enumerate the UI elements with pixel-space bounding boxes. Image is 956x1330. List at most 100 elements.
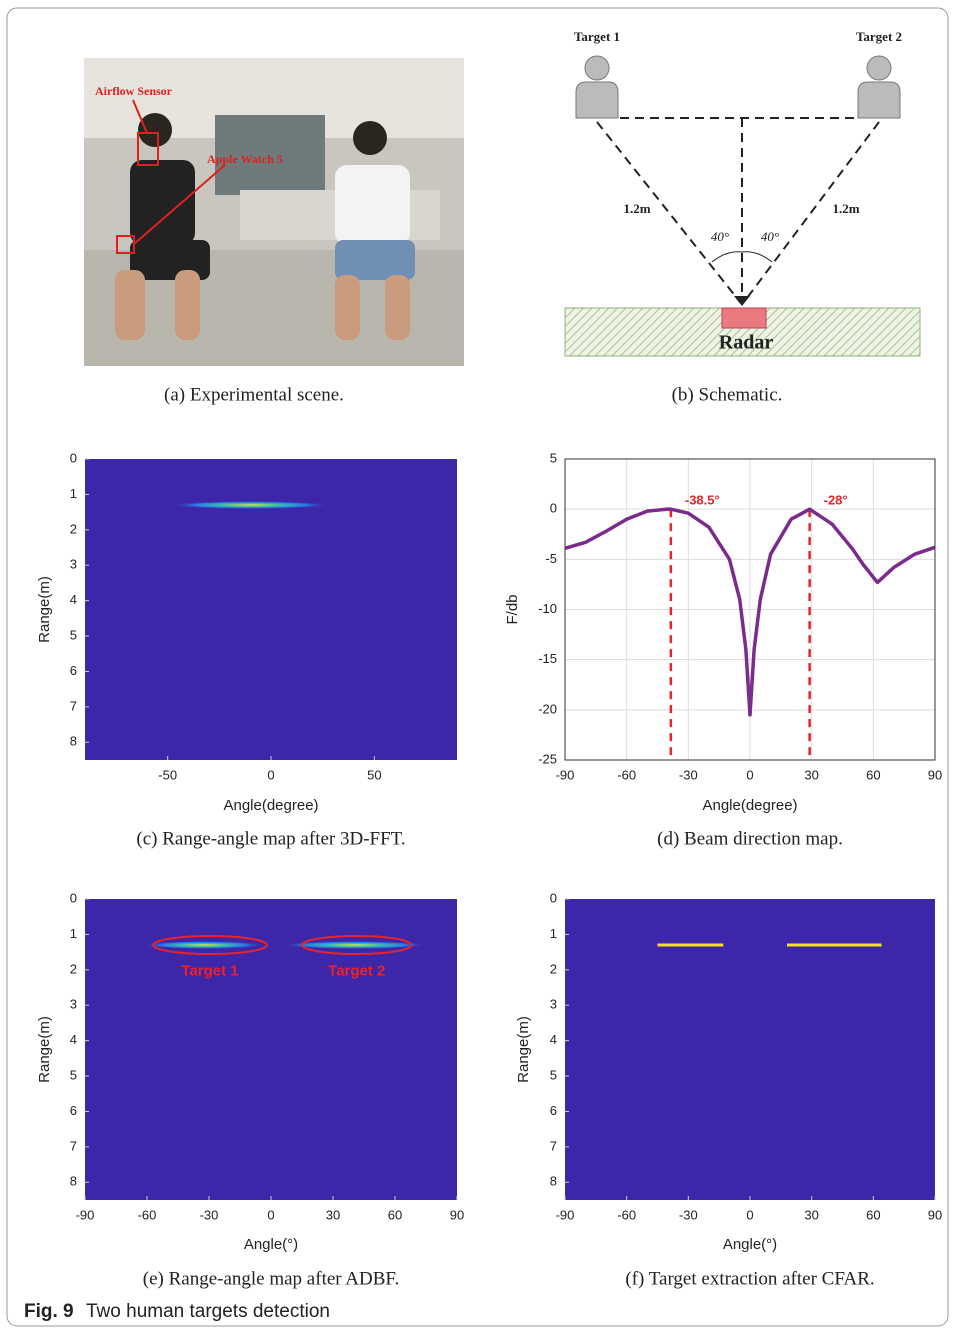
- x-axis-label: Angle(°): [244, 1236, 298, 1253]
- y-tick-label: 0: [70, 450, 77, 465]
- x-tick-label: -60: [617, 1207, 636, 1222]
- y-tick-label: 3: [550, 997, 557, 1012]
- target-label: Target 2: [856, 29, 902, 44]
- y-tick-label: 2: [550, 961, 557, 976]
- y-tick-label: -10: [538, 601, 557, 616]
- y-tick-label: 5: [70, 1067, 77, 1082]
- figure-caption: Two human targets detection: [86, 1301, 330, 1322]
- y-axis-label: Range(m): [515, 1016, 532, 1083]
- y-tick-label: 7: [70, 698, 77, 713]
- x-axis-label: Angle(°): [723, 1236, 777, 1253]
- panel-caption: (b) Schematic.: [672, 384, 783, 405]
- x-tick-label: -90: [76, 1207, 95, 1222]
- x-tick-label: 30: [804, 1207, 818, 1222]
- x-tick-label: 0: [267, 767, 274, 782]
- panel-caption: (f) Target extraction after CFAR.: [625, 1268, 874, 1289]
- photo-annotation: Airflow Sensor: [95, 84, 173, 98]
- photo: Airflow Sensor Apple Watch 5: [84, 58, 464, 366]
- x-tick-label: 60: [388, 1207, 402, 1222]
- distance-label: 1.2m: [832, 201, 859, 216]
- schematic: Target 1 Target 2 1.2m 1.2m 40° 40° Rada…: [564, 29, 921, 357]
- y-axis-label: F/db: [504, 594, 521, 624]
- plot-area: [85, 459, 457, 760]
- y-tick-label: 4: [70, 1032, 77, 1047]
- x-tick-label: -90: [556, 767, 575, 782]
- x-tick-label: -50: [158, 767, 177, 782]
- x-tick-label: 60: [866, 767, 880, 782]
- y-tick-label: 5: [550, 1067, 557, 1082]
- target-outline: [152, 935, 268, 956]
- y-tick-label: 1: [70, 486, 77, 501]
- heat-blob: [142, 941, 265, 950]
- y-tick-label: 6: [550, 1103, 557, 1118]
- y-tick-label: 8: [70, 734, 77, 749]
- heat-blob: [169, 501, 331, 510]
- distance-label: 1.2m: [623, 201, 650, 216]
- x-tick-label: 90: [928, 1207, 942, 1222]
- x-tick-label: 90: [928, 767, 942, 782]
- figure-frame: [6, 7, 949, 1327]
- target-label: Target 1: [181, 963, 238, 980]
- x-tick-label: 0: [267, 1207, 274, 1222]
- x-tick-label: 0: [746, 1207, 753, 1222]
- x-tick-label: 0: [746, 767, 753, 782]
- y-tick-label: 7: [550, 1138, 557, 1153]
- radar-label: Radar: [719, 332, 774, 354]
- y-tick-label: 4: [70, 592, 77, 607]
- y-tick-label: -15: [538, 651, 557, 666]
- panel-caption: (d) Beam direction map.: [657, 828, 843, 849]
- plot-frame: [564, 458, 936, 761]
- target-label: Target 1: [574, 29, 620, 44]
- y-tick-label: 6: [70, 663, 77, 678]
- y-tick-label: 2: [70, 961, 77, 976]
- direction-label: -38.5°: [685, 493, 720, 508]
- x-tick-label: -60: [617, 767, 636, 782]
- y-tick-label: 0: [550, 501, 557, 516]
- x-tick-label: -90: [556, 1207, 575, 1222]
- panel-caption: (a) Experimental scene.: [164, 384, 344, 405]
- x-tick-label: -30: [200, 1207, 219, 1222]
- y-tick-label: 4: [550, 1032, 557, 1047]
- y-tick-label: 1: [70, 926, 77, 941]
- y-tick-label: 8: [70, 1174, 77, 1189]
- y-tick-label: 0: [550, 890, 557, 905]
- y-tick-label: 2: [70, 521, 77, 536]
- x-tick-label: -60: [138, 1207, 157, 1222]
- target-outline: [301, 935, 413, 956]
- panel-caption: (c) Range-angle map after 3D-FFT.: [136, 828, 405, 849]
- x-tick-label: 30: [804, 767, 818, 782]
- y-tick-label: 3: [70, 557, 77, 572]
- x-tick-label: 60: [866, 1207, 880, 1222]
- y-tick-label: -20: [538, 701, 557, 716]
- x-axis-label: Angle(degree): [223, 797, 318, 814]
- x-axis-label: Angle(degree): [702, 797, 797, 814]
- x-tick-label: -30: [679, 767, 698, 782]
- figure-label: Fig. 9: [24, 1301, 74, 1322]
- angle-label: 40°: [761, 229, 779, 244]
- beam-curve: [564, 507, 936, 717]
- direction-label: -28°: [824, 493, 848, 508]
- photo-annotation: Apple Watch 5: [207, 152, 283, 166]
- y-tick-label: 1: [550, 926, 557, 941]
- y-tick-label: 5: [70, 627, 77, 642]
- plot-area: [565, 899, 935, 1200]
- target-label: Target 2: [328, 963, 385, 980]
- x-tick-label: 90: [450, 1207, 464, 1222]
- y-axis-label: Range(m): [36, 576, 53, 643]
- x-tick-label: 30: [326, 1207, 340, 1222]
- x-tick-label: 50: [367, 767, 381, 782]
- angle-label: 40°: [711, 229, 729, 244]
- heat-blob: [281, 941, 429, 950]
- panel-caption: (e) Range-angle map after ADBF.: [143, 1268, 399, 1289]
- y-tick-label: 5: [550, 450, 557, 465]
- y-tick-label: 8: [550, 1174, 557, 1189]
- y-tick-label: 0: [70, 890, 77, 905]
- y-tick-label: 6: [70, 1103, 77, 1118]
- x-tick-label: -30: [679, 1207, 698, 1222]
- y-tick-label: 3: [70, 997, 77, 1012]
- plot-area: [85, 899, 457, 1200]
- y-axis-label: Range(m): [36, 1016, 53, 1083]
- y-tick-label: -5: [545, 551, 557, 566]
- y-tick-label: 7: [70, 1138, 77, 1153]
